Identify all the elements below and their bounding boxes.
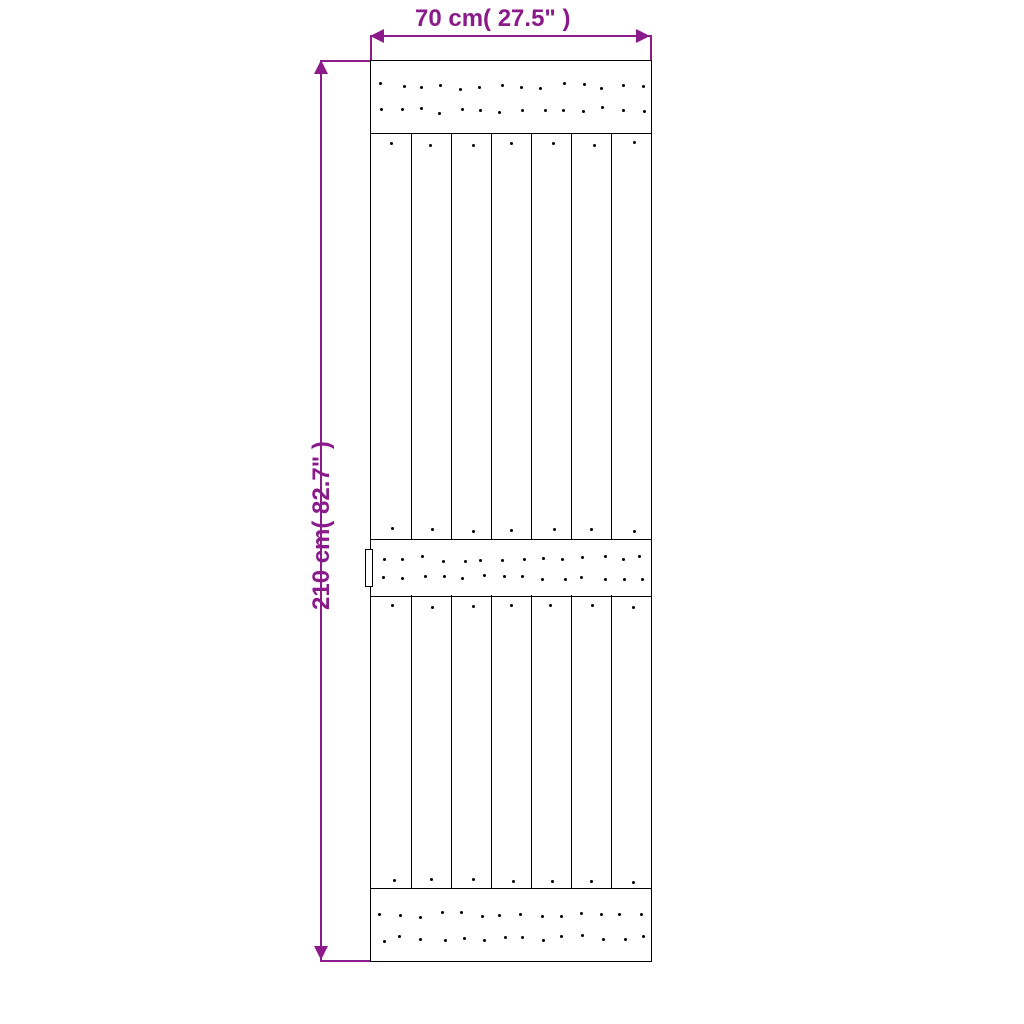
- nail-dot: [510, 604, 513, 607]
- nail-dot: [383, 940, 386, 943]
- width-arrow-left: [370, 29, 384, 43]
- nail-dot: [430, 878, 433, 881]
- width-arrow-right: [636, 29, 650, 43]
- nail-dot: [523, 558, 526, 561]
- nail-dot: [479, 559, 482, 562]
- nail-dot: [633, 530, 636, 533]
- nail-dot: [420, 86, 423, 89]
- plank-line: [411, 133, 412, 539]
- nail-dot: [429, 144, 432, 147]
- nail-dot: [624, 938, 627, 941]
- nail-dot: [501, 84, 504, 87]
- height-label: 210 cm( 82.7" ): [308, 441, 336, 610]
- nail-dot: [391, 527, 394, 530]
- nail-dot: [481, 915, 484, 918]
- nail-dot: [472, 530, 475, 533]
- nail-dot: [581, 556, 584, 559]
- nail-dot: [378, 913, 381, 916]
- nail-dot: [560, 935, 563, 938]
- nail-dot: [504, 936, 507, 939]
- nail-dot: [600, 87, 603, 90]
- height-arrow-bottom: [314, 946, 328, 960]
- nail-dot: [519, 913, 522, 916]
- diagram-container: 70 cm( 27.5" ) 210 cm( 82.7" ): [0, 0, 1024, 1024]
- plank-line: [491, 595, 492, 889]
- plank-line: [411, 595, 412, 889]
- nail-dot: [431, 606, 434, 609]
- nail-dot: [590, 880, 593, 883]
- nail-dot: [562, 109, 565, 112]
- nail-dot: [604, 555, 607, 558]
- nail-dot: [590, 528, 593, 531]
- nail-dot: [552, 142, 555, 145]
- nail-dot: [618, 913, 621, 916]
- width-ext-right: [650, 35, 652, 62]
- nail-dot: [441, 911, 444, 914]
- nail-dot: [632, 606, 635, 609]
- nail-dot: [510, 142, 513, 145]
- nail-dot: [483, 574, 486, 577]
- nail-dot: [633, 141, 636, 144]
- barn-door: [370, 60, 652, 962]
- nail-dot: [632, 881, 635, 884]
- nail-dot: [472, 605, 475, 608]
- plank-line: [571, 133, 572, 539]
- nail-dot: [383, 558, 386, 561]
- nail-dot: [544, 109, 547, 112]
- nail-dot: [600, 913, 603, 916]
- nail-dot: [463, 937, 466, 940]
- nail-dot: [501, 559, 504, 562]
- nail-dot: [393, 879, 396, 882]
- nail-dot: [472, 878, 475, 881]
- nail-dot: [602, 938, 605, 941]
- plank-line: [451, 133, 452, 539]
- nail-dot: [553, 528, 556, 531]
- nail-dot: [464, 560, 467, 563]
- nail-dot: [424, 575, 427, 578]
- nail-dot: [483, 939, 486, 942]
- nail-dot: [549, 604, 552, 607]
- plank-line: [611, 133, 612, 539]
- door-handle: [365, 549, 373, 587]
- plank-line: [491, 133, 492, 539]
- plank-line: [451, 595, 452, 889]
- nail-dot: [401, 558, 404, 561]
- height-ext-bottom: [320, 960, 372, 962]
- plank-line: [531, 133, 532, 539]
- nail-dot: [601, 106, 604, 109]
- nail-dot: [419, 916, 422, 919]
- nail-dot: [604, 578, 607, 581]
- nail-dot: [551, 880, 554, 883]
- nail-dot: [510, 529, 513, 532]
- top-rail: [371, 61, 651, 134]
- nail-dot: [479, 109, 482, 112]
- nail-dot: [391, 604, 394, 607]
- plank-line: [611, 595, 612, 889]
- nail-dot: [640, 913, 643, 916]
- bottom-rail: [371, 888, 651, 961]
- plank-line: [571, 595, 572, 889]
- nail-dot: [401, 108, 404, 111]
- nail-dot: [521, 936, 524, 939]
- plank-line: [531, 595, 532, 889]
- nail-dot: [419, 938, 422, 941]
- mid-rail: [371, 539, 651, 597]
- nail-dot: [431, 528, 434, 531]
- nail-dot: [399, 914, 402, 917]
- nail-dot: [580, 912, 583, 915]
- nail-dot: [593, 144, 596, 147]
- nail-dot: [459, 88, 462, 91]
- nail-dot: [642, 85, 645, 88]
- nail-dot: [472, 144, 475, 147]
- height-arrow-top: [314, 60, 328, 74]
- nail-dot: [641, 578, 644, 581]
- width-main-line: [370, 35, 650, 37]
- nail-dot: [439, 84, 442, 87]
- nail-dot: [390, 142, 393, 145]
- nail-dot: [444, 939, 447, 942]
- width-label: 70 cm( 27.5" ): [415, 5, 570, 33]
- nail-dot: [512, 880, 515, 883]
- nail-dot: [591, 604, 594, 607]
